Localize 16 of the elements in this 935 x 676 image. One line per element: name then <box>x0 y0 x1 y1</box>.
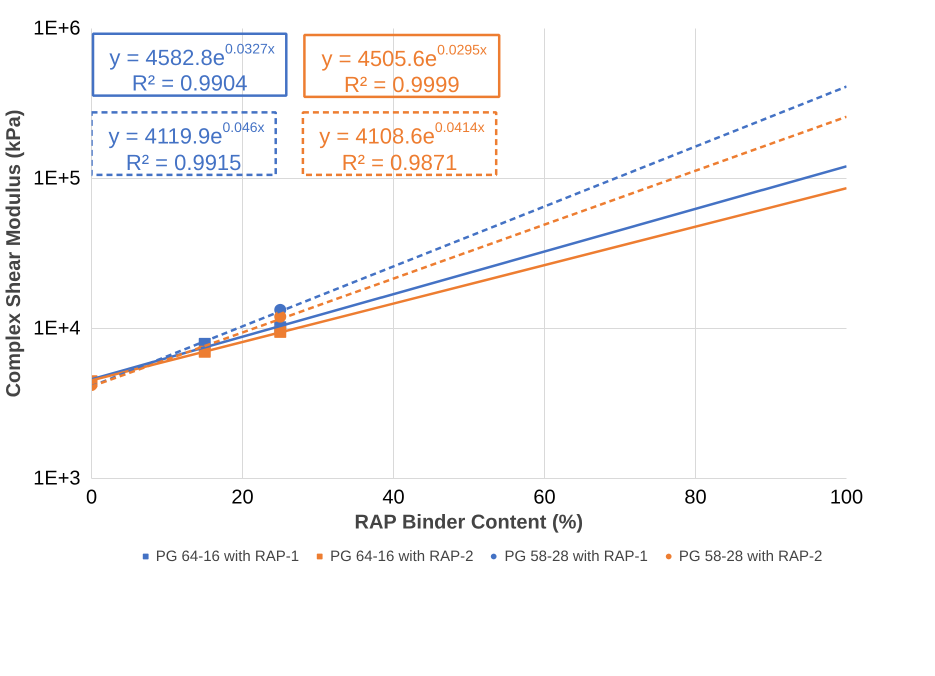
x-tick-label: 60 <box>533 486 556 508</box>
x-tick-label: 100 <box>830 486 864 508</box>
y-axis-title: Complex Shear Modulus (kPa) <box>3 110 26 398</box>
x-axis-title: RAP Binder Content (%) <box>354 512 584 534</box>
y-tick-label: 1E+4 <box>33 318 80 340</box>
x-tick-label: 80 <box>684 486 707 508</box>
legend-label: PG 58-28 with RAP-1 <box>504 548 648 564</box>
y-tick-label: 1E+3 <box>33 468 80 490</box>
x-tick-label: 0 <box>86 486 98 508</box>
y-tick-label: 1E+6 <box>33 18 80 40</box>
legend-label: PG 58-28 with RAP-2 <box>678 548 822 564</box>
x-tick-label: 20 <box>231 486 254 508</box>
y-tick-label: 1E+5 <box>33 168 80 190</box>
x-tick-label: 40 <box>382 486 405 508</box>
legend-label: PG 64-16 with RAP-1 <box>156 548 300 564</box>
legend-label: PG 64-16 with RAP-2 <box>330 548 474 564</box>
